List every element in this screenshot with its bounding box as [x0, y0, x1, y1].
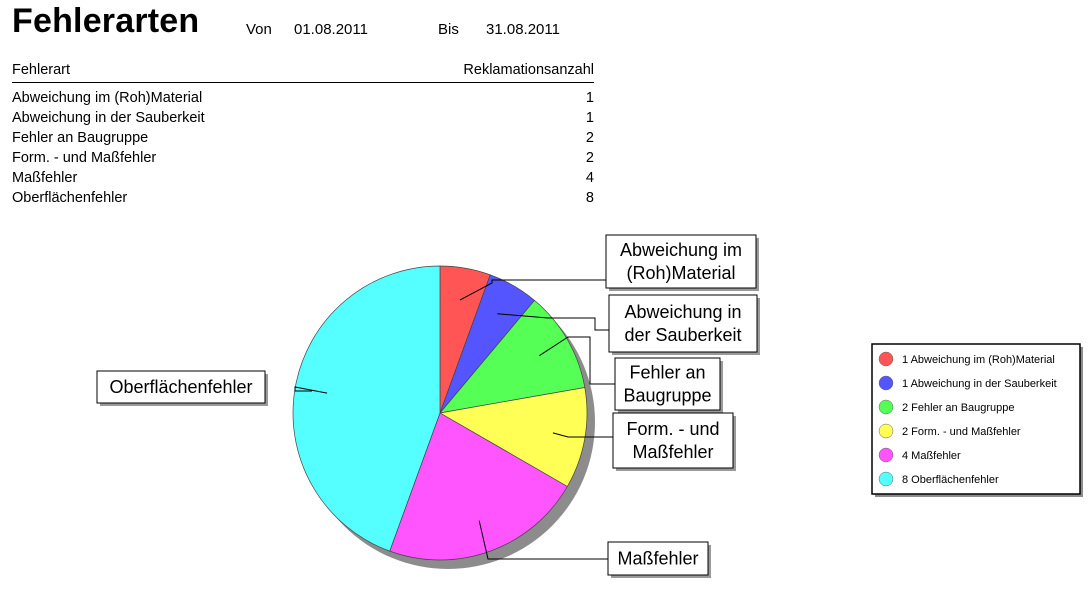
table-header: Fehlerart Reklamationsanzahl [12, 62, 594, 83]
callout-label: Oberflächenfehler [109, 377, 252, 397]
row-label: Maßfehler [12, 170, 78, 186]
callout-label: Maßfehler [632, 442, 713, 462]
table-row: Oberflächenfehler 8 [12, 188, 594, 208]
row-count: 2 [585, 150, 594, 166]
callout-label: Fehler an [629, 363, 705, 383]
pie-slice [389, 412, 568, 561]
callout-box [605, 234, 757, 289]
row-label: Form. - und Maßfehler [12, 150, 157, 166]
callout-label: Baugruppe [623, 386, 711, 406]
legend-entry: 8 Oberflächenfehler [902, 474, 999, 486]
callout-leader-line [552, 432, 613, 438]
pie-slice [439, 299, 586, 414]
callout-label: Abweichung im [620, 240, 742, 260]
callout-leader-line [497, 313, 609, 331]
callout-leader-line [539, 336, 615, 385]
legend-entry: 2 Form. - und Maßfehler [902, 426, 1021, 438]
pie-slice [438, 387, 588, 487]
row-count: 4 [585, 170, 594, 186]
legend-swatch [878, 375, 894, 391]
callout-box [607, 541, 709, 576]
callout-leader-line [478, 520, 608, 560]
legend-swatch [878, 351, 894, 367]
report-title: Fehlerarten [12, 2, 200, 40]
row-count: 8 [585, 190, 594, 206]
callout-leader-line [294, 386, 328, 394]
col-header-type: Fehlerart [12, 62, 71, 78]
row-label: Abweichung in der Sauberkeit [12, 110, 205, 126]
legend-swatch [878, 423, 894, 439]
callout-label: Maßfehler [617, 549, 698, 569]
table-row: Abweichung im (Roh)Material 1 [12, 88, 594, 108]
legend-box [871, 343, 1081, 495]
legend-entry: 2 Fehler an Baugruppe [902, 402, 1015, 414]
callout-label: Abweichung in [624, 302, 741, 322]
row-count: 1 [585, 110, 594, 126]
legend-entry: 4 Maßfehler [902, 450, 961, 462]
table-row: Form. - und Maßfehler 2 [12, 148, 594, 168]
table-row: Fehler an Baugruppe 2 [12, 128, 594, 148]
col-header-count: Reklamationsanzahl [463, 62, 594, 78]
row-label: Fehler an Baugruppe [12, 130, 149, 146]
legend-swatch [878, 471, 894, 487]
table-row: Maßfehler 4 [12, 168, 594, 188]
legend-swatch [878, 447, 894, 463]
defect-table: Fehlerart Reklamationsanzahl Abweichung … [12, 62, 594, 208]
legend-swatch [878, 399, 894, 415]
callout-label: der Sauberkeit [624, 325, 741, 345]
von-date: 01.08.2011 [294, 21, 368, 38]
callout-box [612, 412, 734, 469]
callout-box [608, 294, 758, 353]
legend-entry: 1 Abweichung in der Sauberkeit [902, 378, 1057, 390]
bis-label: Bis [438, 21, 459, 38]
legend-entry: 1 Abweichung im (Roh)Material [902, 354, 1055, 366]
row-count: 1 [585, 90, 594, 106]
callout-leader-line [459, 279, 606, 301]
callout-box [96, 370, 266, 404]
von-label: Von [246, 21, 272, 38]
bis-date: 31.08.2011 [486, 21, 560, 38]
row-count: 2 [585, 130, 594, 146]
callout-box [614, 357, 721, 411]
callout-label: Form. - und [626, 419, 719, 439]
callout-label: (Roh)Material [626, 263, 735, 283]
row-label: Abweichung im (Roh)Material [12, 90, 203, 106]
row-label: Oberflächenfehler [12, 190, 128, 206]
table-row: Abweichung in der Sauberkeit 1 [12, 108, 594, 128]
